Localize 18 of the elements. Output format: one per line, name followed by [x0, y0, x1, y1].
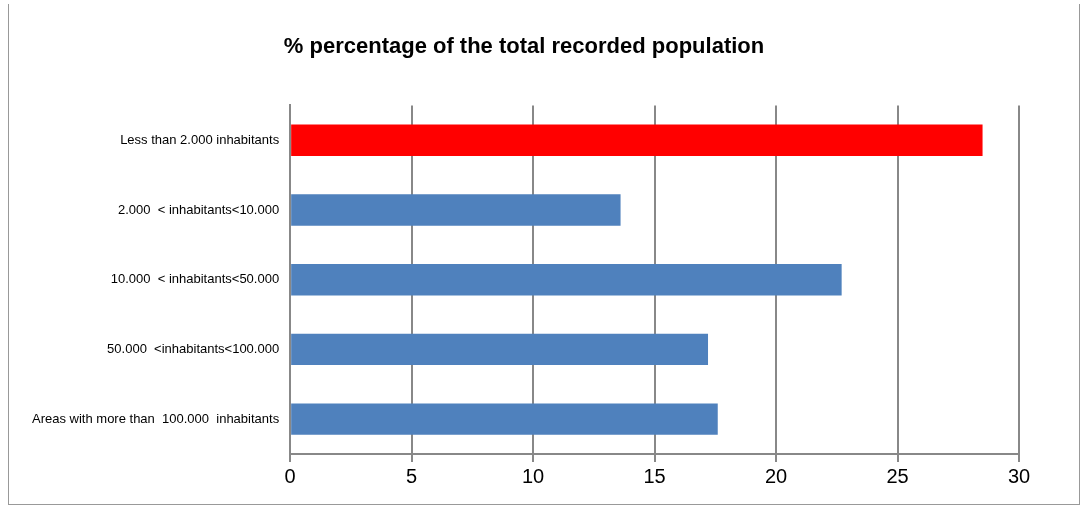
x-tick-label: 10: [521, 464, 545, 487]
y-tick-label: 50.000 <inhabitants<100.000: [107, 341, 280, 356]
y-tick-label: Areas with more than 100.000 inhabitants: [32, 410, 280, 426]
bar: [291, 194, 621, 226]
x-tick-label: 5: [406, 464, 418, 487]
bar: [291, 333, 709, 366]
y-tick-label: 10.000 < inhabitants<50.000: [110, 271, 280, 287]
x-tick-label: 0: [284, 464, 296, 487]
bar: [291, 124, 983, 156]
y-tick-label: 2.000 < inhabitants<10.000: [117, 201, 280, 217]
bar: [291, 264, 842, 296]
x-tick-label: 15: [643, 464, 666, 487]
x-tick-label: 25: [886, 464, 909, 487]
chart-title: % percentage of the total recorded population: [283, 33, 765, 59]
bar: [291, 403, 718, 435]
x-tick-label: 30: [1007, 464, 1031, 487]
y-tick-label: Less than 2.000 inhabitants: [120, 131, 280, 147]
x-tick-label: 20: [764, 464, 788, 487]
